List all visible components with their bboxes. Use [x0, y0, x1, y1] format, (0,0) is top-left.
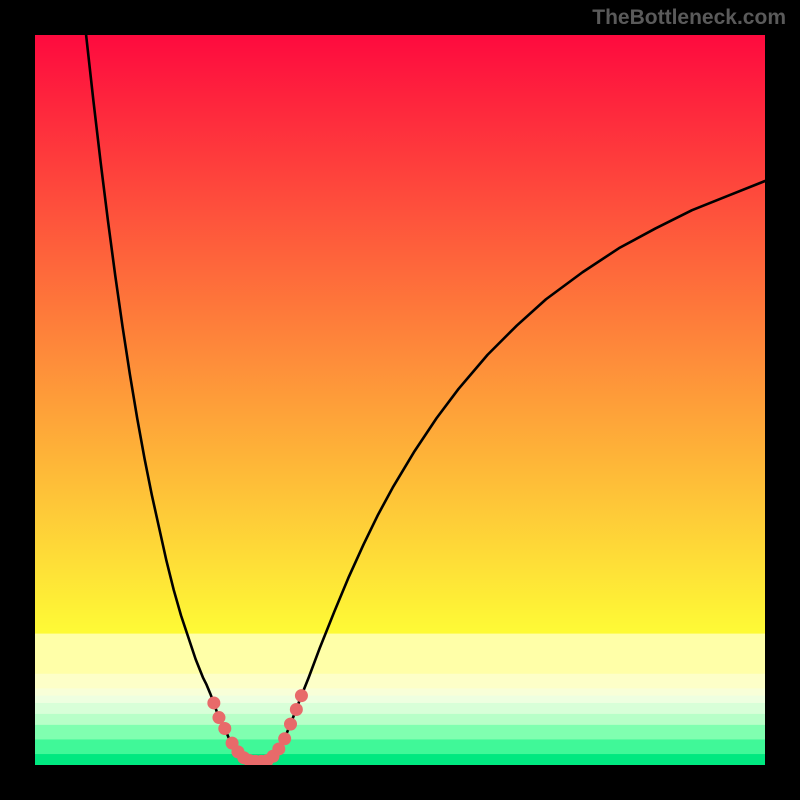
data-marker [278, 732, 291, 745]
data-marker [212, 711, 225, 724]
plot-bg-band [35, 674, 765, 689]
plot-frame [0, 765, 800, 800]
plot-bg-band [35, 634, 765, 675]
plot-bg-band [35, 725, 765, 740]
plot-bg-band [35, 35, 765, 634]
plot-bg-band [35, 754, 765, 765]
plot-bg-band [35, 688, 765, 696]
data-marker [295, 689, 308, 702]
plot-frame [765, 0, 800, 800]
plot-bg-band [35, 714, 765, 725]
plot-frame [0, 0, 35, 800]
data-marker [290, 703, 303, 716]
plot-bg-band [35, 739, 765, 754]
plot-bg-band [35, 696, 765, 704]
data-marker [218, 722, 231, 735]
watermark-text: TheBottleneck.com [592, 6, 786, 30]
data-marker [284, 718, 297, 731]
data-marker [207, 696, 220, 709]
bottleneck-chart [0, 0, 800, 800]
plot-bg-band [35, 703, 765, 714]
